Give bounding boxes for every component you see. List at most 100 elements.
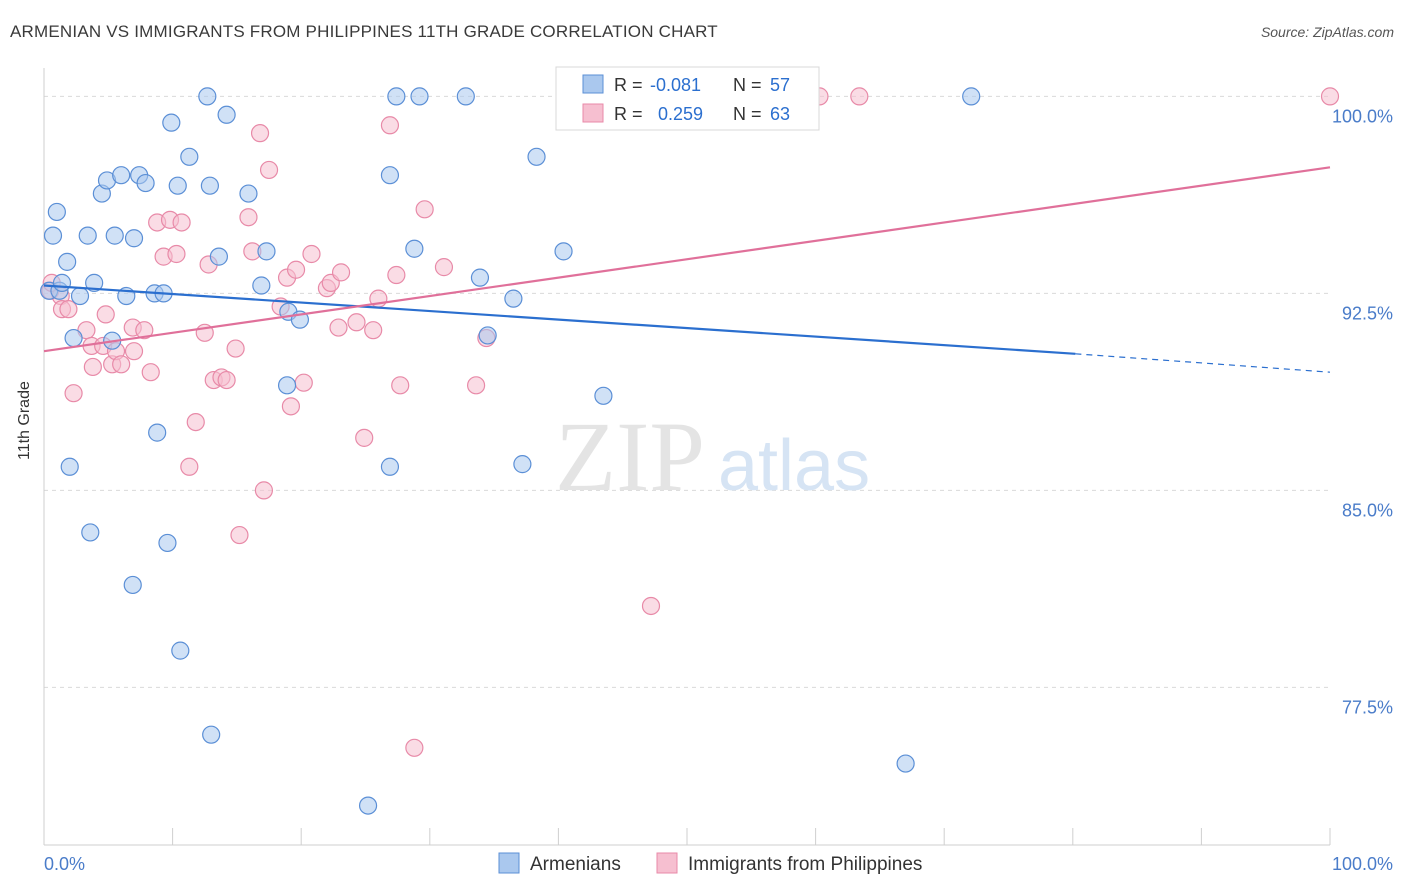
armenians-point: [513, 455, 532, 474]
philippines-point: [230, 525, 249, 545]
philippines-point: [850, 87, 869, 106]
philippines-point: [281, 397, 301, 416]
philippines-point: [364, 321, 383, 340]
grid-lines: [44, 95, 1330, 688]
armenians-point: [478, 326, 497, 345]
armenians-point: [148, 423, 167, 442]
stats-n-label-2: N =: [733, 104, 762, 124]
philippines-point: [331, 263, 351, 282]
philippines-point: [186, 412, 205, 432]
philippines-point: [64, 384, 83, 403]
philippines-trend-line: [43, 166, 1331, 353]
armenians-point: [380, 166, 400, 185]
armenians-point: [200, 176, 219, 195]
armenians-point: [105, 226, 124, 245]
armenians-point: [60, 457, 79, 476]
armenians-point: [527, 147, 546, 166]
philippines-point: [294, 373, 313, 392]
armenians-point: [239, 184, 258, 203]
armenians-point: [405, 239, 424, 258]
tick-labels: 77.5% 85.0% 92.5% 100.0% 0.0% 100.0%: [44, 106, 1393, 874]
chart-title: ARMENIAN VS IMMIGRANTS FROM PHILIPPINES …: [10, 22, 718, 41]
philippines-point: [250, 124, 270, 143]
legend-swatch-armenians[interactable]: [498, 852, 520, 874]
legend-swatch-philippines[interactable]: [656, 852, 678, 874]
armenians-point: [81, 523, 100, 542]
armenians-point: [158, 533, 177, 553]
axes: [43, 68, 1331, 846]
armenians-point: [470, 268, 490, 287]
armenians-point: [504, 289, 523, 308]
philippines-point: [59, 300, 78, 319]
philippines-point: [259, 160, 279, 180]
armenians-point: [380, 457, 400, 476]
philippines-point: [239, 208, 258, 227]
armenians-point: [47, 202, 66, 222]
armenians-point: [70, 286, 90, 306]
x-tick-label-max: 100.0%: [1332, 854, 1393, 874]
y-tick-label: 77.5%: [1342, 697, 1393, 717]
armenians-point: [52, 273, 72, 292]
stats-r-value-2: 0.259: [658, 104, 703, 124]
armenians-point: [358, 796, 378, 815]
watermark-zip: ZIP: [555, 401, 705, 512]
philippines-point: [415, 200, 434, 219]
armenians-point: [123, 575, 142, 595]
armenians-point: [168, 176, 187, 195]
armenians-point: [124, 229, 144, 248]
source-label: Source: ZipAtlas.com: [1260, 24, 1394, 40]
philippines-point: [387, 265, 406, 285]
philippines-point: [466, 376, 486, 395]
armenians-point: [594, 386, 613, 405]
armenians-point: [410, 87, 429, 106]
philippines-point: [226, 339, 245, 358]
armenians-point: [43, 226, 63, 245]
philippines-point: [172, 213, 191, 232]
philippines-point: [434, 258, 454, 277]
x-tick-label-min: 0.0%: [44, 854, 85, 874]
stats-r-value-1: -0.081: [650, 75, 701, 95]
armenians-point: [162, 113, 181, 132]
philippines-point: [355, 428, 374, 447]
philippines-point: [347, 313, 366, 332]
philippines-point: [641, 596, 661, 616]
armenians-point: [85, 273, 104, 292]
philippines-point: [180, 457, 199, 476]
armenians-point: [180, 147, 199, 166]
armenians-trend-line: [43, 284, 1076, 355]
philippines-point: [1320, 87, 1340, 106]
stats-legend: R = -0.081 N = 57 R = 0.259 N = 63: [555, 66, 820, 131]
philippines-point: [217, 370, 236, 390]
armenians-point: [387, 87, 406, 106]
armenians-point: [554, 242, 573, 261]
armenians-point: [64, 328, 83, 348]
watermark-atlas: atlas: [718, 426, 870, 506]
philippines-point: [329, 318, 348, 337]
y-tick-label: 85.0%: [1342, 500, 1393, 520]
armenians-point: [171, 641, 190, 660]
philippines-point: [405, 738, 424, 757]
stats-n-label-1: N =: [733, 75, 762, 95]
philippines-point: [141, 363, 160, 382]
philippines-point: [380, 116, 400, 135]
armenians-point: [202, 725, 221, 744]
philippines-point: [83, 357, 102, 377]
armenians-point: [58, 252, 77, 271]
armenians-point: [896, 754, 915, 773]
watermark: ZIP atlas: [555, 401, 870, 512]
armenians-point: [456, 87, 475, 106]
armenians-trend-extension: [1075, 353, 1331, 373]
armenians-point: [962, 87, 981, 106]
philippines-point: [167, 244, 186, 264]
series-legend: Armenians Immigrants from Philippines: [498, 852, 922, 875]
y-tick-label: 100.0%: [1332, 106, 1393, 126]
armenians-point: [252, 276, 271, 295]
y-tick-label: 92.5%: [1342, 303, 1393, 323]
philippines-point: [124, 342, 144, 361]
stats-n-value-2: 63: [770, 104, 790, 124]
armenians-point: [257, 242, 276, 261]
stats-r-label-1: R =: [614, 75, 643, 95]
philippines-point: [254, 481, 274, 500]
philippines-swatch: [582, 103, 604, 123]
